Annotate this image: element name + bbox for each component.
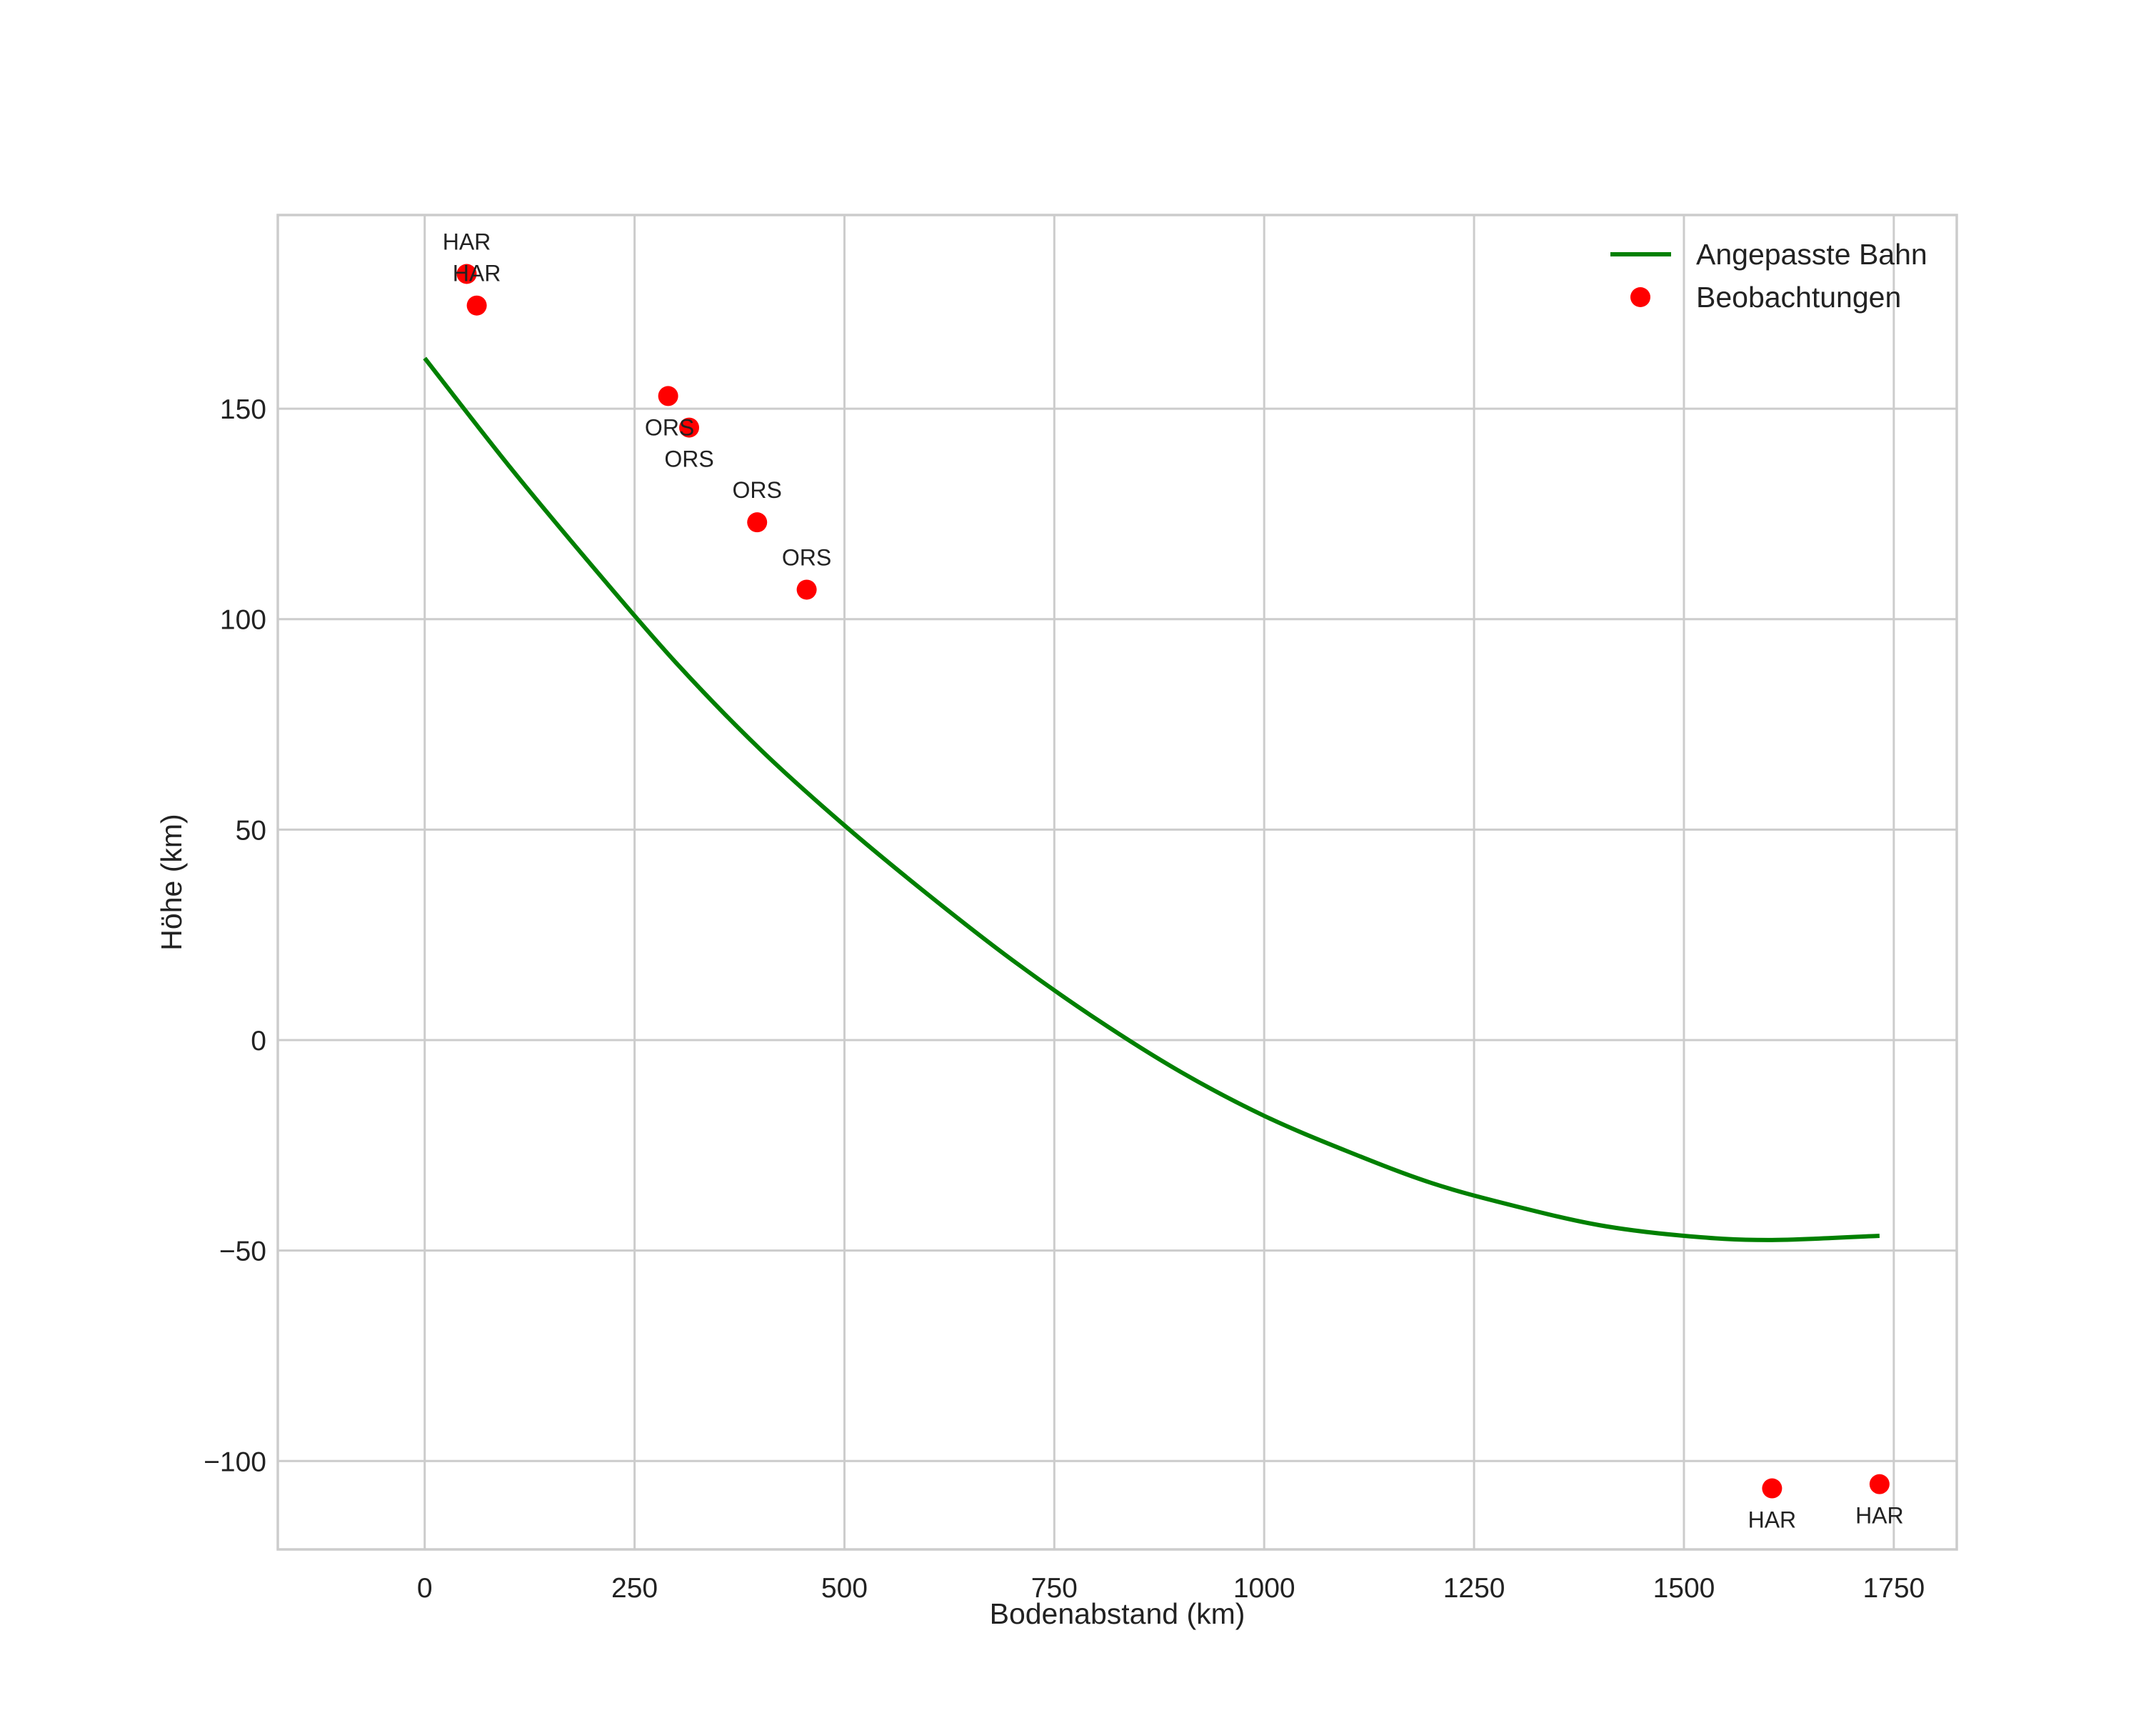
plot-frame <box>276 214 1958 1551</box>
tick-labels: 0 250 500 750 1000 1250 1500 1750150100500−50−1… <box>204 394 1925 1604</box>
observation-label: ORS <box>645 414 694 440</box>
y-tick-label: −50 <box>219 1237 266 1267</box>
x-axis-label: Bodenabstand (km) <box>990 1597 1245 1630</box>
observation-point <box>1762 1478 1783 1499</box>
observation-point <box>466 295 487 316</box>
x-tick-label: 1750 <box>1862 1573 1925 1604</box>
legend-label-fit: Angepasste Bahn <box>1696 238 1927 271</box>
x-tick-label: 250 <box>611 1573 658 1604</box>
y-tick-label: 0 <box>251 1026 266 1057</box>
y-tick-label: −100 <box>204 1447 266 1477</box>
observation-point <box>1869 1474 1890 1494</box>
observation-point <box>456 264 477 284</box>
observation-label: ORS <box>733 477 782 503</box>
observation-label: ORS <box>664 446 713 472</box>
observation-point <box>658 386 678 406</box>
fitted-trajectory-line <box>423 356 1880 1242</box>
series-layer: HAR HAR ORS ORS ORS ORS HAR HAR <box>423 229 1904 1533</box>
legend-label-observations: Beobachtungen <box>1696 281 1901 314</box>
observation-label: ORS <box>782 544 831 570</box>
observation-point <box>796 579 817 600</box>
legend: Angepasste Bahn Beobachtungen <box>1610 238 1927 314</box>
x-tick-label: 1000 <box>1233 1573 1295 1604</box>
y-axis-label: Höhe (km) <box>155 814 188 950</box>
x-tick-label: 1500 <box>1653 1573 1715 1604</box>
observation-label: HAR <box>453 261 501 286</box>
observation-label: HAR <box>443 229 491 254</box>
x-tick-label: 1250 <box>1443 1573 1505 1604</box>
observation-point <box>747 512 768 533</box>
y-tick-label: 150 <box>220 394 266 425</box>
observation-label: HAR <box>1855 1503 1904 1529</box>
observation-label: HAR <box>1748 1507 1797 1533</box>
observation-point <box>678 417 699 438</box>
y-tick-label: 100 <box>220 605 266 636</box>
x-tick-label: 750 <box>1031 1573 1078 1604</box>
x-tick-label: 500 <box>821 1573 868 1604</box>
grid <box>278 215 1957 1549</box>
legend-dot-swatch <box>1630 287 1650 307</box>
x-tick-label: 0 <box>417 1573 433 1604</box>
y-tick-label: 50 <box>236 815 266 846</box>
